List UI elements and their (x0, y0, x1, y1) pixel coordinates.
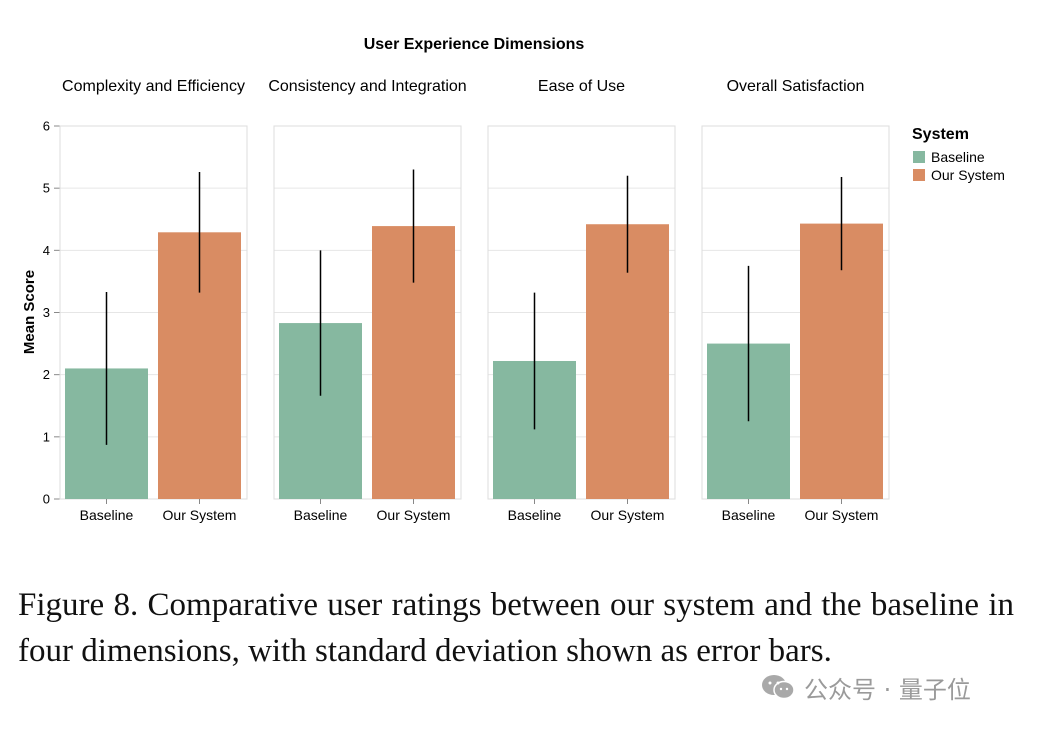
x-tick-label: Our System (805, 507, 879, 523)
facet-title: Complexity and Efficiency (62, 78, 245, 95)
figure-caption: Figure 8. Comparative user ratings betwe… (18, 587, 1014, 669)
y-tick-label: 2 (43, 367, 50, 382)
chart: User Experience Dimensions Mean Score 0 1… (21, 36, 1005, 523)
x-tick-label: Our System (377, 507, 451, 523)
facet-panel: Complexity and Efficiency Baseline Our Sys… (59, 78, 248, 523)
legend-title: System (912, 126, 969, 143)
facet-title: Overall Satisfaction (727, 78, 865, 95)
watermark: 公众号 · 量子位 (760, 670, 971, 704)
facet-title: Ease of Use (538, 78, 625, 95)
facet-frame (59, 125, 248, 500)
legend-label: Our System (931, 167, 1005, 183)
y-tick-label: 3 (43, 305, 50, 320)
x-tick-label: Baseline (722, 507, 776, 523)
chart-title: User Experience Dimensions (364, 36, 585, 53)
x-tick-label: Baseline (80, 507, 134, 523)
facet-frame (487, 125, 676, 500)
y-tick-label: 0 (43, 492, 50, 507)
legend-swatch (913, 169, 925, 181)
legend-label: Baseline (931, 149, 985, 165)
y-axis-label: Mean Score (21, 270, 38, 354)
facet-title: Consistency and Integration (268, 78, 466, 95)
wechat-icon (762, 675, 795, 700)
y-tick-label: 4 (43, 243, 50, 258)
y-tick-label: 6 (43, 119, 50, 134)
x-tick-label: Baseline (294, 507, 348, 523)
y-tick-label: 5 (43, 181, 50, 196)
facet-panel: Consistency and Integration Baseline Our S… (268, 78, 466, 523)
x-tick-label: Baseline (508, 507, 562, 523)
facet-frame (701, 125, 890, 500)
y-tick-label: 1 (43, 429, 50, 444)
x-tick-label: Our System (591, 507, 665, 523)
legend: System Baseline Our System (912, 126, 1005, 183)
x-tick-label: Our System (163, 507, 237, 523)
facets: 0 1 2 3 4 5 6 Complexity and Efficiency Baseline… (43, 78, 890, 523)
facet-panel: Ease of Use Baseline Our System (487, 78, 676, 523)
facet-panel: Overall Satisfaction Baseline Our System (701, 78, 890, 523)
facet-frame (273, 125, 462, 500)
legend-swatch (913, 151, 925, 163)
watermark-text: 公众号 · 量子位 (804, 675, 971, 704)
